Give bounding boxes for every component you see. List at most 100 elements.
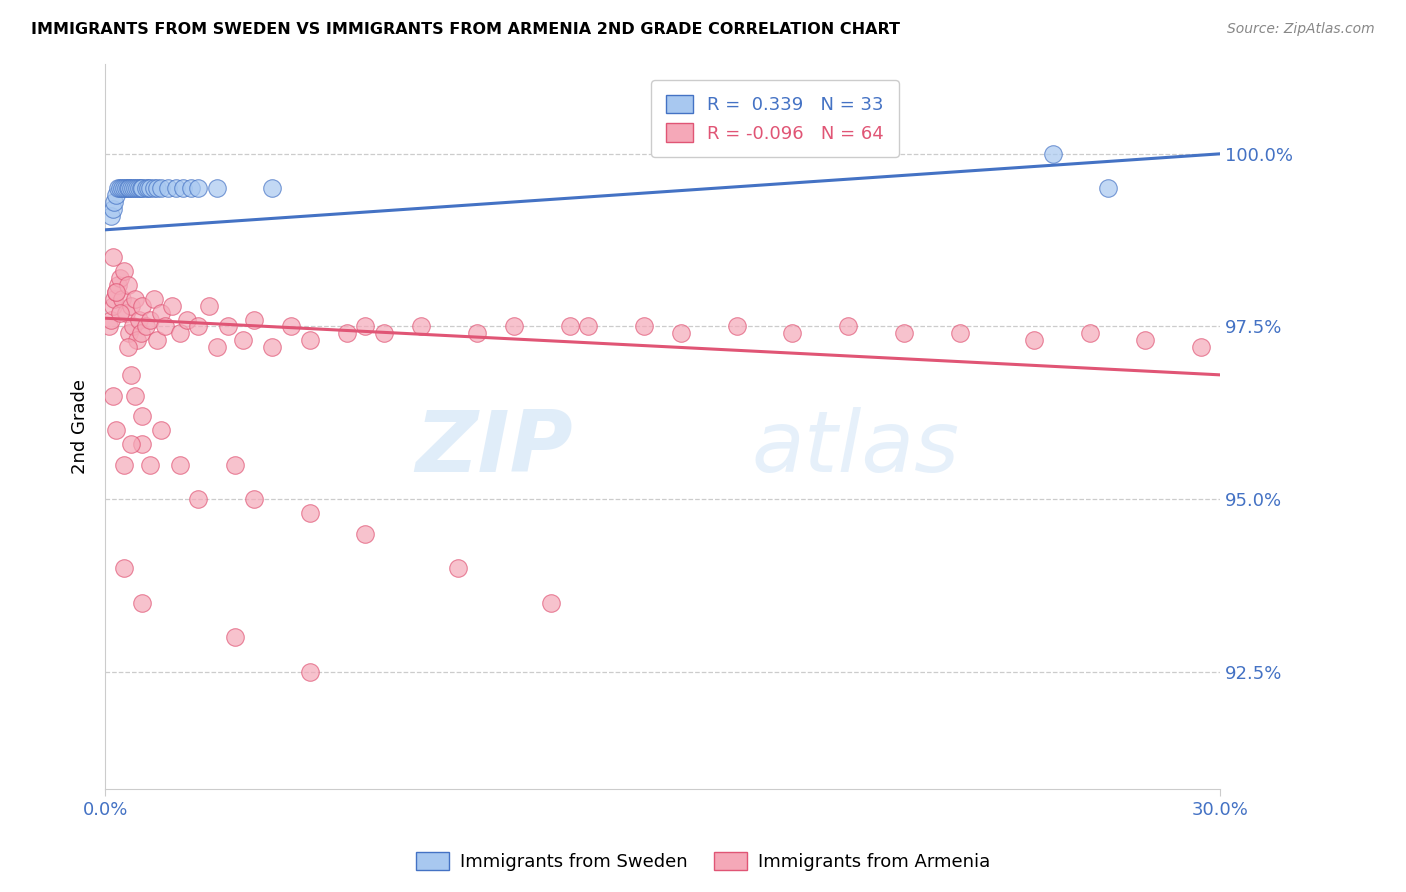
Point <box>124 388 146 402</box>
Point <box>131 437 153 451</box>
Point <box>1042 146 1064 161</box>
Point <box>725 319 748 334</box>
Point <box>232 334 254 348</box>
Point <box>139 312 162 326</box>
Point <box>1135 334 1157 348</box>
Point <box>837 319 859 334</box>
Point <box>205 181 228 195</box>
Point <box>142 181 165 195</box>
Point <box>129 326 152 341</box>
Point <box>336 326 359 341</box>
Point <box>112 181 135 195</box>
Point <box>111 181 134 195</box>
Point <box>198 299 221 313</box>
Point <box>1097 181 1119 195</box>
Point <box>298 665 321 679</box>
Point <box>128 181 150 195</box>
Y-axis label: 2nd Grade: 2nd Grade <box>72 379 89 475</box>
Point <box>112 561 135 575</box>
Point <box>298 506 321 520</box>
Point <box>280 319 302 334</box>
Point <box>117 181 139 195</box>
Text: atlas: atlas <box>752 407 960 490</box>
Point <box>129 181 152 195</box>
Text: Source: ZipAtlas.com: Source: ZipAtlas.com <box>1227 22 1375 37</box>
Point <box>105 188 128 202</box>
Point <box>176 312 198 326</box>
Point <box>117 340 139 354</box>
Point <box>111 292 134 306</box>
Point <box>114 306 136 320</box>
Point <box>101 299 124 313</box>
Point <box>172 181 194 195</box>
Point <box>120 368 142 382</box>
Point <box>135 319 157 334</box>
Point <box>142 292 165 306</box>
Point <box>447 561 470 575</box>
Point <box>139 181 162 195</box>
Point <box>157 181 180 195</box>
Point <box>262 181 284 195</box>
Point <box>893 326 915 341</box>
Point <box>118 181 141 195</box>
Point <box>224 458 246 472</box>
Point <box>782 326 804 341</box>
Point <box>165 181 187 195</box>
Point <box>146 334 169 348</box>
Point <box>112 458 135 472</box>
Point <box>100 312 122 326</box>
Point <box>558 319 581 334</box>
Point <box>669 326 692 341</box>
Point <box>120 299 142 313</box>
Point <box>120 181 142 195</box>
Point <box>502 319 524 334</box>
Point <box>101 251 124 265</box>
Point <box>243 312 266 326</box>
Point <box>136 181 159 195</box>
Point <box>146 181 169 195</box>
Point <box>131 409 153 424</box>
Point <box>105 285 128 299</box>
Point <box>101 202 124 216</box>
Legend: R =  0.339   N = 33, R = -0.096   N = 64: R = 0.339 N = 33, R = -0.096 N = 64 <box>651 80 898 157</box>
Point <box>122 181 145 195</box>
Point <box>576 319 599 334</box>
Point <box>949 326 972 341</box>
Point <box>131 596 153 610</box>
Point <box>1022 334 1045 348</box>
Point <box>100 209 122 223</box>
Point <box>540 596 562 610</box>
Point <box>217 319 239 334</box>
Point <box>187 181 209 195</box>
Point <box>169 458 191 472</box>
Point <box>205 340 228 354</box>
Legend: Immigrants from Sweden, Immigrants from Armenia: Immigrants from Sweden, Immigrants from … <box>409 845 997 879</box>
Point <box>112 264 135 278</box>
Point <box>108 271 131 285</box>
Point <box>122 319 145 334</box>
Point <box>354 526 377 541</box>
Point <box>180 181 202 195</box>
Point <box>149 181 172 195</box>
Point <box>125 334 148 348</box>
Point <box>103 195 125 210</box>
Point <box>298 334 321 348</box>
Point <box>124 181 146 195</box>
Point <box>108 181 131 195</box>
Point <box>262 340 284 354</box>
Point <box>633 319 655 334</box>
Text: ZIP: ZIP <box>416 407 574 490</box>
Point <box>114 181 136 195</box>
Point <box>101 388 124 402</box>
Text: IMMIGRANTS FROM SWEDEN VS IMMIGRANTS FROM ARMENIA 2ND GRADE CORRELATION CHART: IMMIGRANTS FROM SWEDEN VS IMMIGRANTS FRO… <box>31 22 900 37</box>
Point <box>107 181 129 195</box>
Point <box>105 423 128 437</box>
Point <box>354 319 377 334</box>
Point <box>187 319 209 334</box>
Point <box>187 492 209 507</box>
Point <box>153 319 176 334</box>
Point <box>108 306 131 320</box>
Point <box>131 181 153 195</box>
Point <box>409 319 432 334</box>
Point <box>135 181 157 195</box>
